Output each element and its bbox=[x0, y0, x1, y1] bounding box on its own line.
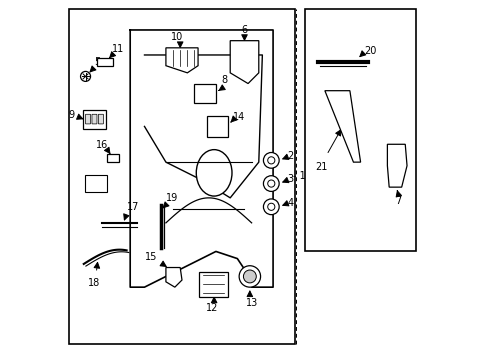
Polygon shape bbox=[194, 84, 216, 103]
Text: 8: 8 bbox=[221, 75, 227, 85]
Circle shape bbox=[267, 180, 274, 187]
Circle shape bbox=[267, 203, 274, 210]
Text: 2: 2 bbox=[287, 151, 293, 161]
Text: 6: 6 bbox=[241, 25, 247, 35]
Text: 13: 13 bbox=[245, 298, 257, 308]
Circle shape bbox=[81, 71, 90, 81]
Circle shape bbox=[239, 266, 260, 287]
Text: - 1: - 1 bbox=[293, 171, 305, 181]
Circle shape bbox=[263, 153, 279, 168]
Circle shape bbox=[243, 270, 256, 283]
Text: 14: 14 bbox=[233, 112, 245, 122]
Text: 3: 3 bbox=[287, 174, 293, 184]
Ellipse shape bbox=[196, 150, 231, 196]
Text: 9: 9 bbox=[68, 110, 75, 120]
Text: 10: 10 bbox=[170, 32, 183, 42]
Polygon shape bbox=[324, 91, 360, 162]
FancyBboxPatch shape bbox=[107, 154, 119, 162]
Text: 18: 18 bbox=[88, 278, 101, 288]
Polygon shape bbox=[386, 144, 406, 187]
FancyBboxPatch shape bbox=[98, 114, 103, 124]
Text: 15: 15 bbox=[144, 252, 157, 262]
Polygon shape bbox=[165, 48, 198, 73]
Text: 20: 20 bbox=[364, 46, 376, 57]
Text: 4: 4 bbox=[287, 198, 293, 207]
Text: 17: 17 bbox=[126, 202, 139, 212]
FancyBboxPatch shape bbox=[198, 272, 227, 297]
Text: 12: 12 bbox=[206, 303, 218, 313]
Text: 19: 19 bbox=[165, 193, 178, 203]
FancyBboxPatch shape bbox=[305, 9, 415, 251]
Polygon shape bbox=[206, 116, 228, 137]
FancyBboxPatch shape bbox=[85, 175, 107, 192]
FancyBboxPatch shape bbox=[83, 110, 106, 129]
Polygon shape bbox=[165, 267, 182, 287]
Circle shape bbox=[263, 176, 279, 192]
FancyBboxPatch shape bbox=[92, 114, 97, 124]
Text: 16: 16 bbox=[96, 140, 108, 150]
FancyBboxPatch shape bbox=[97, 58, 113, 66]
Text: 21: 21 bbox=[314, 162, 327, 172]
FancyBboxPatch shape bbox=[85, 114, 90, 124]
Circle shape bbox=[267, 157, 274, 164]
FancyBboxPatch shape bbox=[69, 9, 294, 344]
Circle shape bbox=[263, 199, 279, 215]
Text: 11: 11 bbox=[111, 44, 123, 54]
Text: 5: 5 bbox=[94, 58, 101, 67]
Polygon shape bbox=[230, 41, 258, 84]
Text: 7: 7 bbox=[394, 196, 401, 206]
